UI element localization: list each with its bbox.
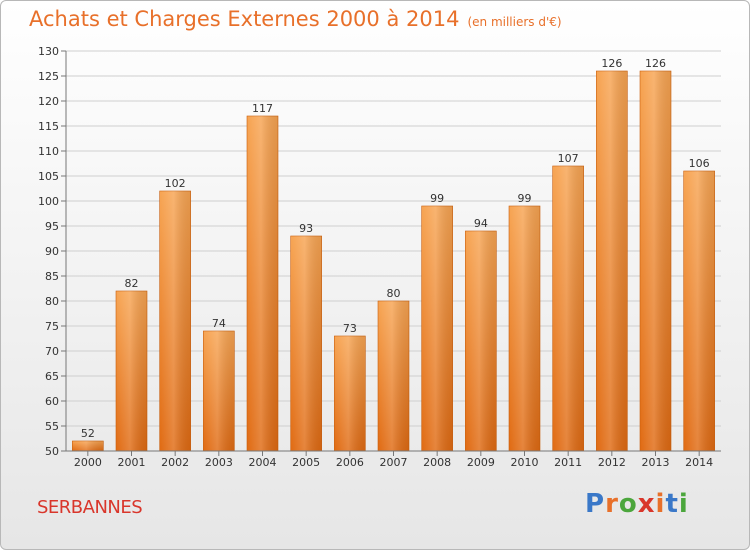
bar-shine	[159, 191, 191, 451]
logo-letter: P	[585, 489, 606, 519]
y-tick-label: 90	[45, 245, 59, 258]
x-tick-label: 2000	[74, 456, 102, 469]
y-tick-label: 120	[38, 95, 59, 108]
x-tick-label: 2010	[511, 456, 539, 469]
x-tick-label: 2005	[292, 456, 320, 469]
y-tick-label: 115	[38, 120, 59, 133]
chart-title: Achats et Charges Externes 2000 à 2014 (e…	[29, 7, 562, 31]
x-tick-label: 2001	[118, 456, 146, 469]
chart-title-text: Achats et Charges Externes 2000 à 2014	[29, 7, 460, 31]
bar-shine	[552, 166, 584, 451]
data-label: 52	[81, 427, 95, 440]
bar-shine	[334, 336, 366, 451]
x-tick-label: 2003	[205, 456, 233, 469]
bar-shine	[465, 231, 497, 451]
bar-shine	[683, 171, 715, 451]
x-tick-label: 2009	[467, 456, 495, 469]
axis-layer: 50 55 60 65 70 75 80 85 90 95 100 105 110 115 120 125 13…	[38, 45, 721, 469]
data-label: 117	[252, 102, 273, 115]
x-tick-label: 2004	[249, 456, 277, 469]
y-tick-label: 65	[45, 370, 59, 383]
bar-shine	[596, 71, 628, 451]
data-label: 80	[387, 287, 401, 300]
labels-layer: 52 82 102 74 117 93 73 80 99 94 99 107 126 126 106	[81, 57, 710, 440]
x-tick-label: 2007	[380, 456, 408, 469]
bar-shine	[421, 206, 453, 451]
y-tick-label: 130	[38, 45, 59, 58]
data-label: 102	[165, 177, 186, 190]
data-label: 99	[430, 192, 444, 205]
y-tick-label: 70	[45, 345, 59, 358]
x-tick-label: 2006	[336, 456, 364, 469]
x-tick-label: 2012	[598, 456, 626, 469]
data-label: 73	[343, 322, 357, 335]
bars-layer	[72, 70, 715, 452]
place-name: SERBANNES	[37, 497, 143, 518]
logo-letter: x	[637, 489, 656, 519]
chart-subtitle: (en milliers d'€)	[467, 15, 562, 29]
x-tick-label: 2011	[554, 456, 582, 469]
y-tick-label: 85	[45, 270, 59, 283]
y-tick-label: 80	[45, 295, 59, 308]
data-label: 107	[558, 152, 579, 165]
bar-shine	[640, 71, 671, 451]
logo-letter: r	[605, 489, 619, 519]
y-tick-label: 125	[38, 70, 59, 83]
bar-shine	[378, 301, 409, 451]
y-tick-label: 50	[45, 445, 59, 458]
y-tick-label: 95	[45, 220, 59, 233]
data-label: 99	[518, 192, 532, 205]
data-label: 74	[212, 317, 226, 330]
y-tick-label: 60	[45, 395, 59, 408]
y-tick-label: 55	[45, 420, 59, 433]
data-label: 82	[125, 277, 139, 290]
y-tick-label: 75	[45, 320, 59, 333]
logo-letter: o	[618, 489, 638, 519]
bar-shine	[290, 236, 322, 451]
proxiti-logo: Proxiti	[585, 489, 689, 519]
x-tick-label: 2014	[685, 456, 713, 469]
logo-letter: t	[665, 489, 679, 519]
y-tick-label: 110	[38, 145, 59, 158]
logo-letter: i	[678, 489, 689, 519]
bar-shine	[509, 206, 540, 451]
bar-shine	[72, 441, 104, 451]
bar-shine	[203, 331, 235, 451]
y-tick-label: 105	[38, 170, 59, 183]
data-label: 94	[474, 217, 488, 230]
data-label: 126	[645, 57, 666, 70]
data-label: 106	[689, 157, 710, 170]
logo-letter: i	[655, 489, 666, 519]
bar-shine	[116, 291, 147, 451]
x-tick-label: 2002	[161, 456, 189, 469]
x-tick-label: 2008	[423, 456, 451, 469]
x-tick-label: 2013	[642, 456, 670, 469]
data-label: 93	[299, 222, 313, 235]
y-tick-label: 100	[38, 195, 59, 208]
data-label: 126	[601, 57, 622, 70]
bar-shine	[247, 116, 278, 451]
